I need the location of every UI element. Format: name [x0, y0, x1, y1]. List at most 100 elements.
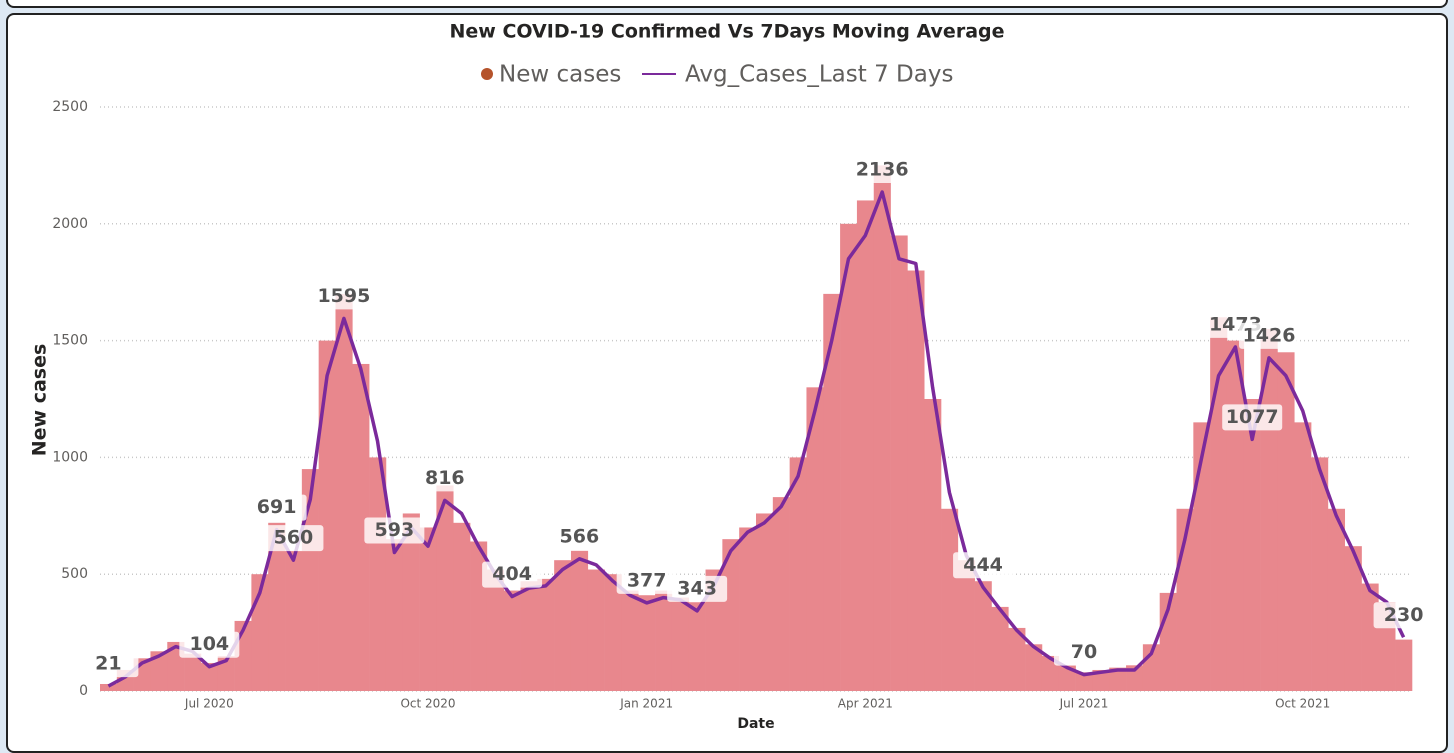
x-tick-label: Jan 2021	[619, 697, 673, 711]
bar	[537, 578, 555, 691]
data-label: 1426	[1243, 324, 1296, 346]
x-axis-label: Date	[737, 716, 774, 731]
bar	[419, 527, 437, 691]
bar	[335, 293, 353, 691]
bar	[453, 522, 471, 691]
bar	[1327, 508, 1346, 691]
bar	[1025, 644, 1043, 691]
bar	[318, 340, 336, 691]
y-tick-label: 2000	[52, 216, 88, 232]
x-tick-label: Jul 2020	[184, 697, 234, 711]
data-label-box	[616, 567, 677, 594]
bar	[638, 595, 656, 691]
bar	[1092, 669, 1110, 691]
data-label: 404	[492, 563, 532, 585]
data-label: 691	[257, 496, 297, 518]
bar	[688, 602, 706, 691]
bar	[1344, 546, 1362, 691]
data-label-box	[1054, 639, 1114, 666]
bar	[806, 387, 824, 691]
y-tick-label: 2500	[52, 99, 88, 115]
avg-line	[107, 190, 1406, 688]
data-label: 560	[274, 527, 314, 549]
bar	[974, 581, 992, 691]
bar	[756, 513, 774, 691]
data-label-box	[313, 283, 374, 310]
data-label: 104	[189, 633, 229, 655]
data-label: 593	[375, 519, 415, 541]
data-label: 377	[627, 569, 667, 591]
x-tick-label: Oct 2020	[400, 697, 455, 711]
bar	[907, 270, 925, 691]
bar	[1361, 583, 1379, 691]
data-label-box	[549, 523, 610, 550]
bar	[369, 457, 387, 691]
bar	[789, 457, 807, 691]
bar	[150, 651, 168, 691]
bar	[1041, 655, 1060, 691]
bar	[200, 662, 219, 691]
bar	[436, 485, 454, 691]
bar	[722, 539, 740, 691]
bar	[486, 569, 504, 691]
bar	[100, 683, 118, 691]
bar	[856, 200, 875, 691]
data-label: 70	[1071, 641, 1097, 663]
x-tick-label: Apr 2021	[838, 697, 893, 711]
bar	[739, 527, 757, 691]
bar	[402, 513, 420, 691]
data-label: 2136	[856, 159, 909, 181]
bar	[957, 560, 975, 691]
data-label: 566	[560, 525, 600, 547]
bar	[1311, 457, 1329, 691]
data-label-box	[1239, 322, 1300, 349]
data-label: 444	[963, 554, 1003, 576]
chart: New COVID-19 Confirmed Vs 7Days Moving A…	[28, 20, 1424, 731]
bar	[1226, 340, 1245, 691]
bar	[285, 550, 303, 691]
data-label: 816	[425, 467, 465, 489]
bar	[890, 235, 908, 692]
bar	[655, 590, 673, 691]
y-tick-label: 1000	[52, 449, 88, 465]
bar	[1243, 399, 1261, 691]
x-tick-label: Oct 2021	[1275, 697, 1330, 711]
data-label-box	[953, 552, 1014, 579]
data-label: 343	[677, 577, 717, 599]
legend-label: Avg_Cases_Last 7 Days	[685, 62, 953, 88]
bar	[772, 497, 790, 691]
bar	[520, 581, 538, 691]
bar	[1058, 665, 1076, 691]
data-label-box	[482, 561, 543, 588]
bar	[604, 574, 622, 691]
data-label-box	[667, 575, 728, 602]
data-label: 1077	[1226, 406, 1279, 428]
bar	[301, 469, 319, 691]
y-tick-label: 500	[61, 566, 88, 582]
data-label-box	[78, 651, 139, 678]
bar	[1395, 639, 1413, 691]
bar	[268, 522, 286, 691]
data-label-box	[1222, 404, 1283, 431]
y-axis-label: New cases	[29, 344, 51, 457]
bar	[941, 508, 959, 691]
bar	[570, 550, 589, 691]
y-tick-label: 1500	[52, 333, 88, 349]
bar	[1193, 422, 1211, 691]
x-tick-label: Jul 2021	[1059, 697, 1109, 711]
bar	[1277, 352, 1295, 691]
bar	[587, 569, 605, 691]
bar	[671, 597, 690, 691]
bar	[1294, 422, 1312, 691]
bar	[840, 223, 858, 692]
legend-marker	[481, 68, 493, 80]
bar	[184, 653, 202, 691]
bar	[352, 363, 370, 691]
page: New COVID-19 Confirmed Vs 7Days Moving A…	[6, 0, 1448, 753]
bar	[1109, 667, 1127, 691]
bar	[385, 539, 404, 691]
y-tick-label: 0	[79, 683, 88, 699]
bar	[823, 293, 841, 691]
data-label-box	[852, 157, 913, 184]
bar	[217, 655, 235, 691]
